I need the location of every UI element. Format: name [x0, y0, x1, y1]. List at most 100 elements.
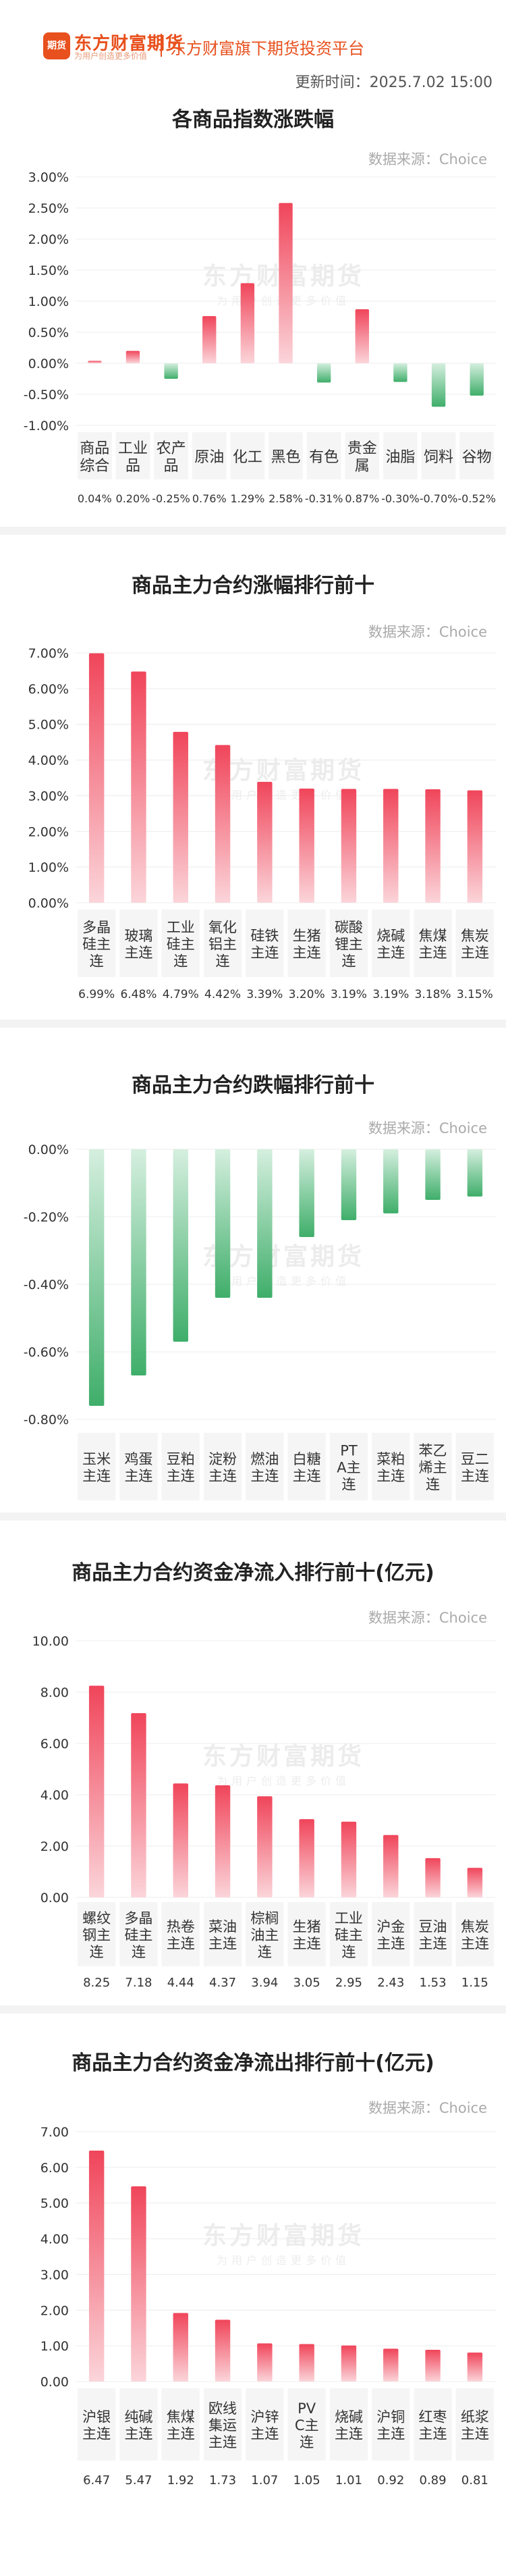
value-label: 1.92: [167, 2473, 194, 2488]
category-label: 菜粕主连: [376, 1451, 405, 1484]
category-label: 饲料: [424, 449, 453, 466]
category-label: 淀粉主连: [208, 1451, 237, 1484]
page-header: 期货 东方财富期货 为用户创造更多价值 东方财富旗下期货投资平台 更新时间：20…: [0, 0, 506, 95]
section-divider: [0, 1020, 506, 1028]
category-label: 谷物: [462, 449, 492, 466]
category-cell: [246, 910, 284, 977]
bar: [257, 1149, 273, 1298]
category-cell: [269, 432, 303, 479]
y-tick-label: 0.00: [40, 1891, 69, 1905]
value-label: 3.18%: [415, 988, 451, 1001]
bar: [425, 2349, 441, 2382]
category-label: 硅铁主连: [250, 928, 279, 961]
y-tick-label: -0.60%: [24, 1345, 69, 1360]
category-label: 烧碱主连: [335, 2409, 363, 2442]
category-cell: [421, 432, 456, 479]
bar: [88, 361, 102, 363]
category-cell: [455, 2388, 494, 2461]
brand-divider: [161, 34, 162, 57]
section-top-gainers: 商品主力合约涨幅排行前十 数据来源：Choice 东方财富期货 为用户创造更多价值…: [0, 535, 506, 1020]
bar: [88, 653, 105, 903]
category-label: 焦煤主连: [167, 2409, 195, 2442]
value-label: 8.25: [83, 1976, 110, 1990]
bar: [257, 2343, 273, 2382]
category-label: 黑色: [271, 449, 300, 466]
y-tick-label: 3.00%: [28, 170, 69, 185]
bar: [164, 363, 178, 379]
category-cell: [161, 1902, 200, 1966]
category-label: 螺纹钢主连: [82, 1910, 111, 1960]
category-cell: [78, 2388, 116, 2461]
value-label: -0.25%: [152, 492, 190, 505]
section-divider: [0, 2005, 506, 2014]
category-label: 纸浆主连: [461, 2409, 489, 2442]
value-label: 7.18: [125, 1976, 152, 1990]
y-tick-label: 1.00%: [28, 294, 69, 309]
category-label: 玻璃主连: [124, 928, 152, 961]
y-tick-label: 5.00: [40, 2197, 69, 2211]
y-tick-label: 3.00%: [28, 789, 69, 804]
category-label: 欧线集运主连: [208, 2400, 237, 2450]
category-cell: [329, 910, 368, 977]
category-cell: [383, 432, 418, 479]
data-source: 数据来源：Choice: [368, 1610, 487, 1626]
category-label: 焦炭主连: [461, 928, 489, 961]
category-cell: [246, 2388, 284, 2461]
y-tick-label: 0.50%: [28, 325, 69, 340]
category-cell: [119, 1433, 158, 1500]
category-label: 工业硅主连: [335, 1910, 363, 1960]
category-label: 生猪主连: [293, 1919, 321, 1952]
category-cell: [78, 432, 112, 479]
category-cell: [246, 1902, 284, 1966]
category-cell: [115, 432, 150, 479]
bar: [383, 1149, 399, 1213]
category-label: 化工: [233, 449, 262, 466]
bar: [341, 2345, 357, 2382]
category-cell: [372, 910, 410, 977]
bar: [215, 745, 231, 903]
section-title: 商品主力合约资金净流出排行前十(亿元): [72, 2051, 434, 2075]
value-label: 3.19%: [372, 988, 409, 1001]
y-tick-label: 1.00: [40, 2339, 69, 2354]
category-label: 烧碱主连: [376, 928, 405, 961]
category-cell: [414, 910, 452, 977]
y-tick-label: 1.50%: [28, 263, 69, 278]
category-label: 玉米主连: [82, 1451, 111, 1484]
category-cell: [345, 432, 380, 479]
category-label: 沪银主连: [82, 2409, 111, 2442]
category-cell: [119, 2388, 158, 2461]
category-label: PV C主连: [295, 2400, 319, 2450]
category-label: 贵金属: [347, 440, 377, 475]
value-label: 4.79%: [163, 988, 199, 1001]
y-tick-label: 0.00%: [28, 896, 69, 911]
category-cell: [414, 1433, 452, 1500]
category-label: 红枣主连: [419, 2409, 447, 2442]
category-cell: [230, 432, 265, 479]
value-label: 0.87%: [345, 492, 379, 505]
bar: [257, 1796, 273, 1897]
bar: [257, 781, 273, 903]
y-tick-label: -0.20%: [24, 1210, 69, 1225]
y-tick-label: 7.00%: [28, 646, 69, 661]
chart-net-inflow: 10.00 8.00 6.00 4.00 2.00 0.00 螺纹钢主连 8.25 多晶硅主连 7…: [32, 1634, 496, 1990]
y-tick-label: 0.00%: [28, 1142, 69, 1157]
value-label: 6.48%: [120, 988, 157, 1001]
y-tick-label: 6.00%: [28, 682, 69, 697]
bar: [173, 1149, 188, 1342]
category-label: 苯乙烯主连: [419, 1443, 447, 1493]
category-cell: [459, 432, 494, 479]
y-tick-label: 6.00: [40, 1737, 69, 1752]
category-cell: [203, 2388, 242, 2461]
bar: [431, 363, 446, 407]
category-label: 沪铜主连: [376, 2409, 405, 2442]
chart-index-change: 3.00% 2.50% 2.00% 1.50% 1.00% 0.50% 0.00% -0.50…: [24, 170, 496, 505]
value-label: 0.92: [377, 2473, 404, 2488]
category-label: 工业品: [118, 440, 148, 475]
update-time: 更新时间：2025.7.02 15:00: [295, 74, 493, 91]
value-label: 3.39%: [246, 988, 283, 1001]
category-label: PT A主连: [337, 1443, 360, 1493]
value-label: 0.76%: [192, 492, 227, 505]
chart-net-outflow: 7.00 6.00 5.00 4.00 3.00 2.00 1.00 0.00 沪银主连 6.47…: [40, 2125, 496, 2488]
bar: [383, 2348, 399, 2382]
